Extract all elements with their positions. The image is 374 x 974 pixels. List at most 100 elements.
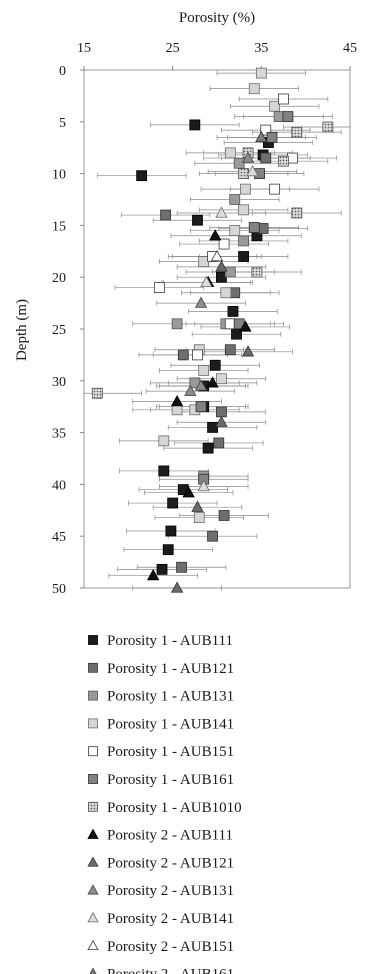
data-point xyxy=(229,225,241,236)
legend-label: Porosity 1 - AUB131 xyxy=(107,689,234,705)
x-tick-label: 15 xyxy=(77,41,91,56)
legend-item: Porosity 1 - AUB151 xyxy=(88,744,234,760)
legend-label: Porosity 2 - AUB111 xyxy=(107,828,233,844)
y-ticks: 0 5 10 15 20 25 30 35 40 45 50 xyxy=(52,64,84,597)
data-point xyxy=(260,124,272,136)
x-tick-label: 35 xyxy=(254,41,268,56)
legend-marker xyxy=(88,801,98,812)
data-point xyxy=(291,126,303,138)
data-point xyxy=(238,251,250,262)
legend-marker xyxy=(88,690,98,701)
data-point xyxy=(282,111,294,123)
data-point xyxy=(171,318,183,330)
data-point xyxy=(266,131,278,143)
data-point xyxy=(193,512,205,523)
data-point xyxy=(182,486,195,498)
data-point xyxy=(248,222,260,233)
legend: Porosity 1 - AUB111 Porosity 1 - AUB121 Po… xyxy=(87,633,242,974)
y-tick-label: 0 xyxy=(59,64,66,79)
legend-marker xyxy=(87,828,99,839)
data-point xyxy=(197,479,210,492)
y-tick-label: 45 xyxy=(52,530,66,545)
legend-marker xyxy=(88,746,98,757)
x-tick-label: 45 xyxy=(343,41,357,56)
legend-item: Porosity 1 - AUB121 xyxy=(88,661,234,677)
legend-label: Porosity 2 - AUB141 xyxy=(107,911,234,927)
data-point xyxy=(216,373,227,385)
data-point xyxy=(207,422,218,433)
data-point xyxy=(238,168,250,180)
legend-item: Porosity 1 - AUB131 xyxy=(88,689,234,705)
data-point xyxy=(170,394,184,407)
legend-item: Porosity 1 - AUB141 xyxy=(88,716,234,732)
legend-label: Porosity 1 - AUB161 xyxy=(107,772,234,788)
data-point xyxy=(213,437,225,449)
legend-item: Porosity 2 - AUB151 xyxy=(87,939,234,955)
legend-marker xyxy=(88,774,98,784)
legend-item: Porosity 1 - AUB1010 xyxy=(88,800,242,816)
legend-item: Porosity 1 - AUB111 xyxy=(88,633,233,649)
data-point xyxy=(192,349,203,361)
data-point xyxy=(153,282,165,293)
legend-item: Porosity 1 - AUB161 xyxy=(88,772,234,788)
y-tick-label: 40 xyxy=(52,478,66,493)
data-point xyxy=(158,465,170,477)
data-point xyxy=(224,344,236,356)
y-tick-label: 20 xyxy=(52,271,66,286)
data-point xyxy=(160,209,171,221)
legend-marker xyxy=(87,912,99,923)
data-point xyxy=(291,207,303,219)
x-tick-label: 25 xyxy=(166,41,180,56)
data-point xyxy=(278,155,289,167)
legend-label: Porosity 1 - AUB121 xyxy=(107,661,234,677)
data-point xyxy=(171,404,183,416)
data-point xyxy=(162,544,174,556)
data-point xyxy=(176,561,187,573)
legend-label: Porosity 2 - AUB121 xyxy=(107,855,234,871)
legend-marker xyxy=(89,967,97,974)
data-point xyxy=(210,249,224,262)
data-point xyxy=(209,229,222,241)
legend-item: Porosity 2 - AUB121 xyxy=(87,855,234,871)
data-point xyxy=(239,320,252,332)
y-tick-label: 10 xyxy=(52,168,66,183)
legend-item: Porosity 2 - AUB111 xyxy=(87,828,233,844)
legend-marker xyxy=(87,884,99,895)
legend-marker xyxy=(87,856,99,867)
data-point xyxy=(224,147,236,159)
y-axis-title: Depth (m) xyxy=(14,299,30,361)
data-point xyxy=(194,379,208,391)
data-point xyxy=(233,157,245,169)
legend-label: Porosity 2 - AUB161 xyxy=(107,967,234,974)
data-point xyxy=(136,170,148,182)
data-point xyxy=(192,214,203,226)
legend-marker xyxy=(88,635,98,645)
data-point xyxy=(189,119,201,131)
legend-marker xyxy=(87,939,99,951)
data-point xyxy=(218,238,230,250)
data-point xyxy=(207,530,218,542)
data-point xyxy=(255,130,268,143)
data-points xyxy=(91,67,334,593)
data-point xyxy=(195,401,207,413)
data-point xyxy=(269,183,281,195)
plot-area xyxy=(83,69,351,589)
data-point xyxy=(167,497,179,509)
data-point xyxy=(215,415,228,427)
data-point xyxy=(246,164,259,177)
data-point xyxy=(322,121,334,133)
data-point xyxy=(191,500,204,512)
data-point xyxy=(194,296,208,308)
x-axis-title: Porosity (%) xyxy=(179,10,255,26)
data-point xyxy=(238,235,250,247)
y-tick-label: 50 xyxy=(52,582,66,597)
x-ticks: 15 25 35 45 xyxy=(77,41,357,70)
y-tick-label: 35 xyxy=(52,427,66,442)
data-point xyxy=(224,266,236,278)
data-point xyxy=(206,376,219,388)
y-tick-label: 30 xyxy=(52,375,66,390)
data-point xyxy=(158,435,170,447)
error-bars xyxy=(83,70,351,591)
data-point xyxy=(91,387,103,399)
